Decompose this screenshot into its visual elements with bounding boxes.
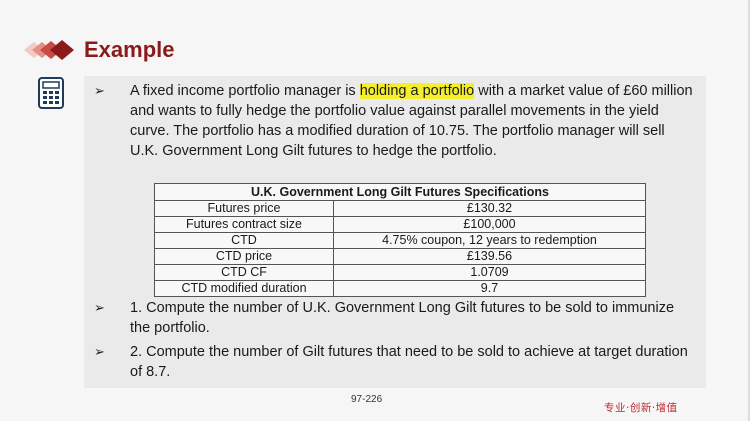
- bullet-arrow-icon: ➢: [94, 300, 105, 315]
- row-value: 4.75% coupon, 12 years to redemption: [333, 232, 646, 249]
- table-row: CTD 4.75% coupon, 12 years to redemption: [154, 232, 646, 249]
- footer-tagline: 专业·创新·增值: [604, 402, 678, 414]
- row-label: CTD CF: [154, 264, 334, 281]
- row-label: CTD price: [154, 248, 334, 265]
- row-label: CTD: [154, 232, 334, 249]
- row-value: £100,000: [333, 216, 646, 233]
- bullet-question-1: ➢ 1. Compute the number of U.K. Governme…: [94, 298, 694, 338]
- row-label: Futures contract size: [154, 216, 334, 233]
- bullet-arrow-icon: ➢: [94, 344, 105, 359]
- calculator-icon: [38, 77, 64, 109]
- bullet-question-2: ➢ 2. Compute the number of Gilt futures …: [94, 342, 694, 382]
- table-title: U.K. Government Long Gilt Futures Specif…: [154, 183, 646, 201]
- content-panel: ➢ A fixed income portfolio manager is ho…: [84, 76, 706, 388]
- diamond-logo-icon: [24, 40, 74, 60]
- futures-spec-table: U.K. Government Long Gilt Futures Specif…: [154, 183, 646, 297]
- table-row: CTD CF 1.0709: [154, 264, 646, 281]
- row-label: CTD modified duration: [154, 280, 334, 297]
- bullet-intro-text: A fixed income portfolio manager is hold…: [94, 81, 694, 161]
- row-value: 1.0709: [333, 264, 646, 281]
- question-1-text: 1. Compute the number of U.K. Government…: [130, 300, 675, 336]
- table-row: Futures contract size £100,000: [154, 216, 646, 233]
- table-row: CTD price £139.56: [154, 248, 646, 265]
- page-title: Example: [84, 37, 175, 62]
- row-label: Futures price: [154, 200, 334, 217]
- question-2-text: 2. Compute the number of Gilt futures th…: [130, 344, 688, 380]
- row-value: 9.7: [333, 280, 646, 297]
- bullet-intro: ➢ A fixed income portfolio manager is ho…: [94, 81, 694, 161]
- page-number: 97-226: [351, 394, 383, 405]
- table-row: Futures price £130.32: [154, 200, 646, 217]
- table-row: CTD modified duration 9.7: [154, 280, 646, 297]
- row-value: £130.32: [333, 200, 646, 217]
- intro-text-end: with a market value of £60 million and w…: [130, 83, 693, 159]
- bullet-arrow-icon: ➢: [94, 83, 105, 98]
- slide-edge: [748, 0, 750, 421]
- intro-text-start: A fixed income portfolio manager is: [130, 83, 360, 99]
- row-value: £139.56: [333, 248, 646, 265]
- highlighted-text: holding a portfolio: [359, 83, 475, 99]
